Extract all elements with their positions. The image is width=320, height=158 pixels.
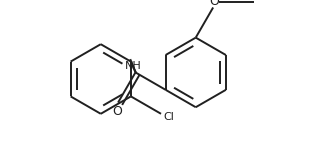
Text: NH: NH: [125, 61, 141, 71]
Text: Cl: Cl: [163, 112, 174, 122]
Text: O: O: [112, 105, 122, 118]
Text: O: O: [209, 0, 219, 8]
